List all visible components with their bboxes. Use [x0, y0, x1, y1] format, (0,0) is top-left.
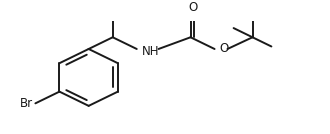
Text: Br: Br — [20, 97, 33, 110]
Text: O: O — [188, 1, 197, 14]
Text: O: O — [219, 42, 229, 55]
Text: NH: NH — [142, 45, 159, 58]
